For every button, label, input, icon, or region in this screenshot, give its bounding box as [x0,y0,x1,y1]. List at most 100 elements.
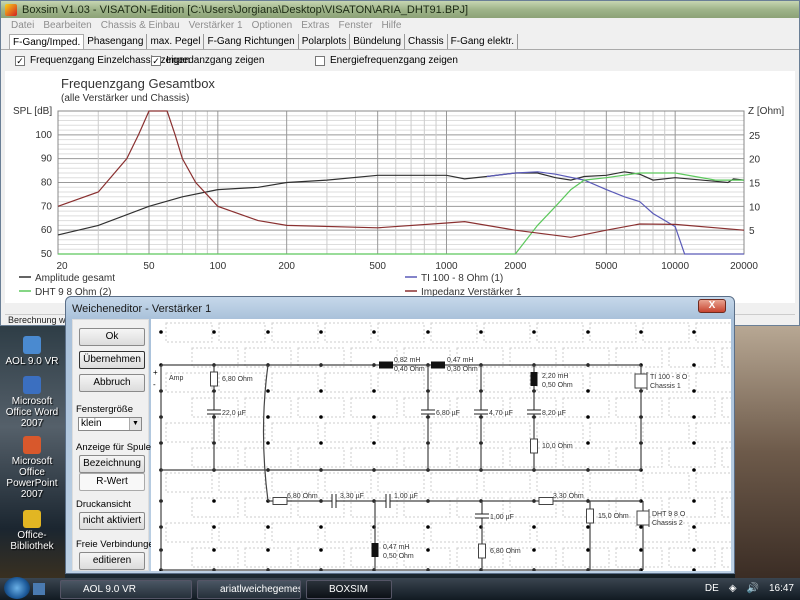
menu-item[interactable]: Datei [11,19,35,31]
capacitor-icon[interactable] [207,409,221,415]
show-desktop-icon[interactable] [33,583,45,595]
menu-item[interactable]: Optionen [251,19,293,31]
apply-button[interactable]: Übernehmen [79,351,145,369]
component-label: 1,00 µF [490,514,514,521]
tab[interactable]: Bündelung [350,34,406,49]
empty-slot [324,372,372,393]
resistor-icon[interactable] [478,543,486,559]
edit-connections-button[interactable]: editieren [79,552,145,570]
x-tick-label: 20 [56,261,68,272]
tab[interactable]: Phasengang [84,34,148,49]
checkbox[interactable] [315,55,325,66]
tab[interactable]: max. Pegel [147,34,205,49]
clock[interactable]: 16:47 [768,583,794,594]
node [319,389,323,393]
empty-slot [642,322,690,343]
network-icon[interactable]: ◈ [728,583,737,594]
inductor-icon[interactable] [530,372,538,386]
resistor-icon[interactable] [272,497,288,505]
tab[interactable]: Chassis [405,34,448,49]
option-checkbox[interactable]: Energiefrequenzgang zeigen [315,55,458,66]
tab[interactable]: F-Gang elektr. [448,34,518,49]
y2-tick-label: 10 [749,202,761,213]
desktop-icon-powerpoint[interactable]: Microsoft Office PowerPoint 2007 [0,436,64,500]
taskbar-item-aol[interactable]: AOL 9.0 VR [60,580,192,599]
checkbox[interactable]: ✓ [15,55,25,66]
menu-item[interactable]: Hilfe [381,19,402,31]
menu-item[interactable]: Fenster [338,19,373,31]
capacitor-icon[interactable] [421,409,435,415]
tab[interactable]: Polarplots [299,34,351,49]
capacitor-icon[interactable] [331,494,337,508]
menu-item[interactable]: Extras [301,19,330,31]
node [266,330,270,334]
component-label: 15,0 Ohm [598,513,629,520]
inductor-icon[interactable] [371,543,379,557]
empty-slot [642,472,690,493]
capacitor-icon[interactable] [527,409,541,415]
coil-r-value-button[interactable]: R-Wert [79,473,145,491]
ok-button[interactable]: Ok [79,328,145,346]
node [692,499,696,503]
resistor-icon[interactable] [210,371,218,387]
tab[interactable]: F-Gang/Imped. [9,34,85,49]
resistor-icon[interactable] [538,497,554,505]
start-button[interactable] [4,577,30,599]
crossover-schematic[interactable]: + - Amp 6,80 Ohm 22,0 µF 0,82 mH 0,40 Ohm 0,47 … [151,319,731,571]
empty-slot [589,372,637,393]
component-label: 0,50 Ohm [383,553,414,560]
chart-subtitle: (alle Verstärker und Chassis) [61,93,189,104]
chart-title: Frequenzgang Gesamtbox [61,76,215,91]
menu-item[interactable]: Chassis & Einbau [100,19,180,31]
taskbar-item-document[interactable]: ariatlweichegemess... [197,580,301,599]
capacitor-icon[interactable] [475,513,489,519]
node [426,525,430,529]
speaker-driver-icon[interactable] [636,510,650,526]
inductor-icon[interactable] [431,361,445,369]
resistor-icon[interactable] [586,508,594,524]
option-checkbox[interactable]: ✓ Frequenzgang Einzelchassis zeigen [15,55,190,66]
empty-slot [562,447,610,468]
desktop-icon-aol[interactable]: AOL 9.0 VR [0,336,64,367]
y2-axis-label: Z [Ohm] [748,106,784,117]
menu-item[interactable]: Bearbeiten [43,19,92,31]
node [692,548,696,552]
empty-slot [324,472,372,493]
window-size-select[interactable]: klein ▼ [78,417,142,431]
empty-slot [218,522,266,543]
aol-icon [23,336,41,354]
empty-slot [297,497,345,518]
empty-slot [536,322,584,343]
close-button[interactable]: X [698,299,726,313]
node [532,330,536,334]
volume-icon[interactable]: 🔊 [746,583,759,594]
taskbar-item-boxsim[interactable]: BOXSIM [306,580,392,599]
menu-item[interactable]: Verstärker 1 [188,19,243,31]
capacitor-icon[interactable] [474,409,488,415]
language-indicator[interactable]: DE [704,583,719,594]
capacitor-gap [207,410,221,414]
print-view-label: Druckansicht [76,499,131,510]
empty-slot [695,322,731,343]
option-checkbox[interactable]: ✓ Impedanzgang zeigen [151,55,264,66]
empty-slot [589,422,637,443]
desktop-icon-office-library[interactable]: Office-Bibliothek [0,510,64,552]
desktop-background-right [735,325,800,580]
resistor-icon[interactable] [530,438,538,454]
coil-designation-button[interactable]: Bezeichnung [79,455,145,473]
checkbox[interactable]: ✓ [151,55,161,66]
inductor-icon[interactable] [379,361,393,369]
empty-slot [244,497,292,518]
empty-slot [589,472,637,493]
office-library-icon [23,510,41,528]
node [212,525,216,529]
node [692,525,696,529]
cancel-button[interactable]: Abbruch [79,374,145,392]
desktop-icon-word[interactable]: Microsoft Office Word 2007 [0,376,64,429]
print-view-button[interactable]: nicht aktiviert [79,512,145,530]
tab[interactable]: F-Gang Richtungen [204,34,299,49]
speaker-driver-icon[interactable] [634,373,648,389]
capacitor-icon[interactable] [385,494,391,508]
empty-slot [668,447,716,468]
node [639,525,643,529]
